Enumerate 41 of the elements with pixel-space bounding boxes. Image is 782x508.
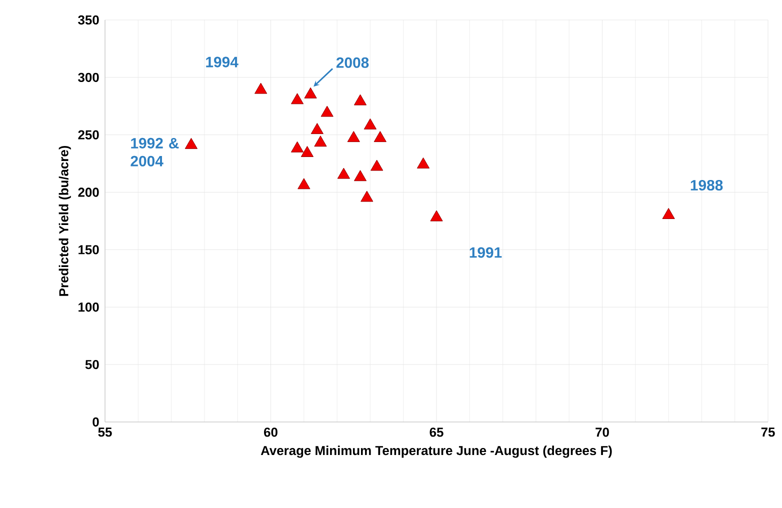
point	[354, 94, 367, 106]
point	[337, 168, 350, 179]
point	[360, 190, 374, 202]
point	[364, 118, 377, 130]
point	[290, 141, 304, 152]
point	[254, 82, 268, 94]
x-tick-label: 60	[264, 428, 278, 437]
y-tick-label: 300	[78, 72, 99, 82]
point	[300, 146, 314, 157]
point	[430, 210, 443, 222]
y-tick-label: 0	[92, 417, 99, 427]
x-axis-title: Average Minimum Temperature June -August (degrees F)	[260, 446, 612, 458]
point	[662, 208, 675, 219]
point	[374, 131, 386, 142]
annotation: 1992 & 2004	[130, 138, 179, 166]
y-axis-title: Predicted Yield (bu/acre)	[58, 146, 71, 296]
point	[314, 136, 327, 147]
y-tick-label: 200	[78, 188, 99, 197]
annotation: 2008	[336, 57, 369, 68]
y-tick-label: 350	[78, 15, 99, 25]
y-tick-label: 50	[85, 360, 99, 370]
x-tick-label: 65	[430, 428, 444, 437]
y-tick-label: 100	[78, 302, 99, 312]
x-tick-label: 75	[761, 428, 775, 437]
point	[320, 106, 334, 117]
y-tick-label: 250	[78, 130, 99, 140]
y-tick-label: 150	[78, 245, 99, 254]
point	[290, 93, 304, 104]
point	[184, 138, 198, 149]
point	[304, 87, 317, 98]
point	[370, 160, 384, 171]
point	[416, 157, 430, 168]
point	[354, 170, 367, 182]
point	[310, 123, 324, 134]
annotation: 1994	[206, 56, 238, 68]
point	[347, 131, 360, 142]
annotation: 1988	[690, 180, 723, 191]
annotation: 1991	[470, 247, 502, 258]
x-tick-label: 55	[98, 428, 112, 437]
x-tick-label: 70	[596, 428, 609, 437]
point	[298, 178, 310, 190]
